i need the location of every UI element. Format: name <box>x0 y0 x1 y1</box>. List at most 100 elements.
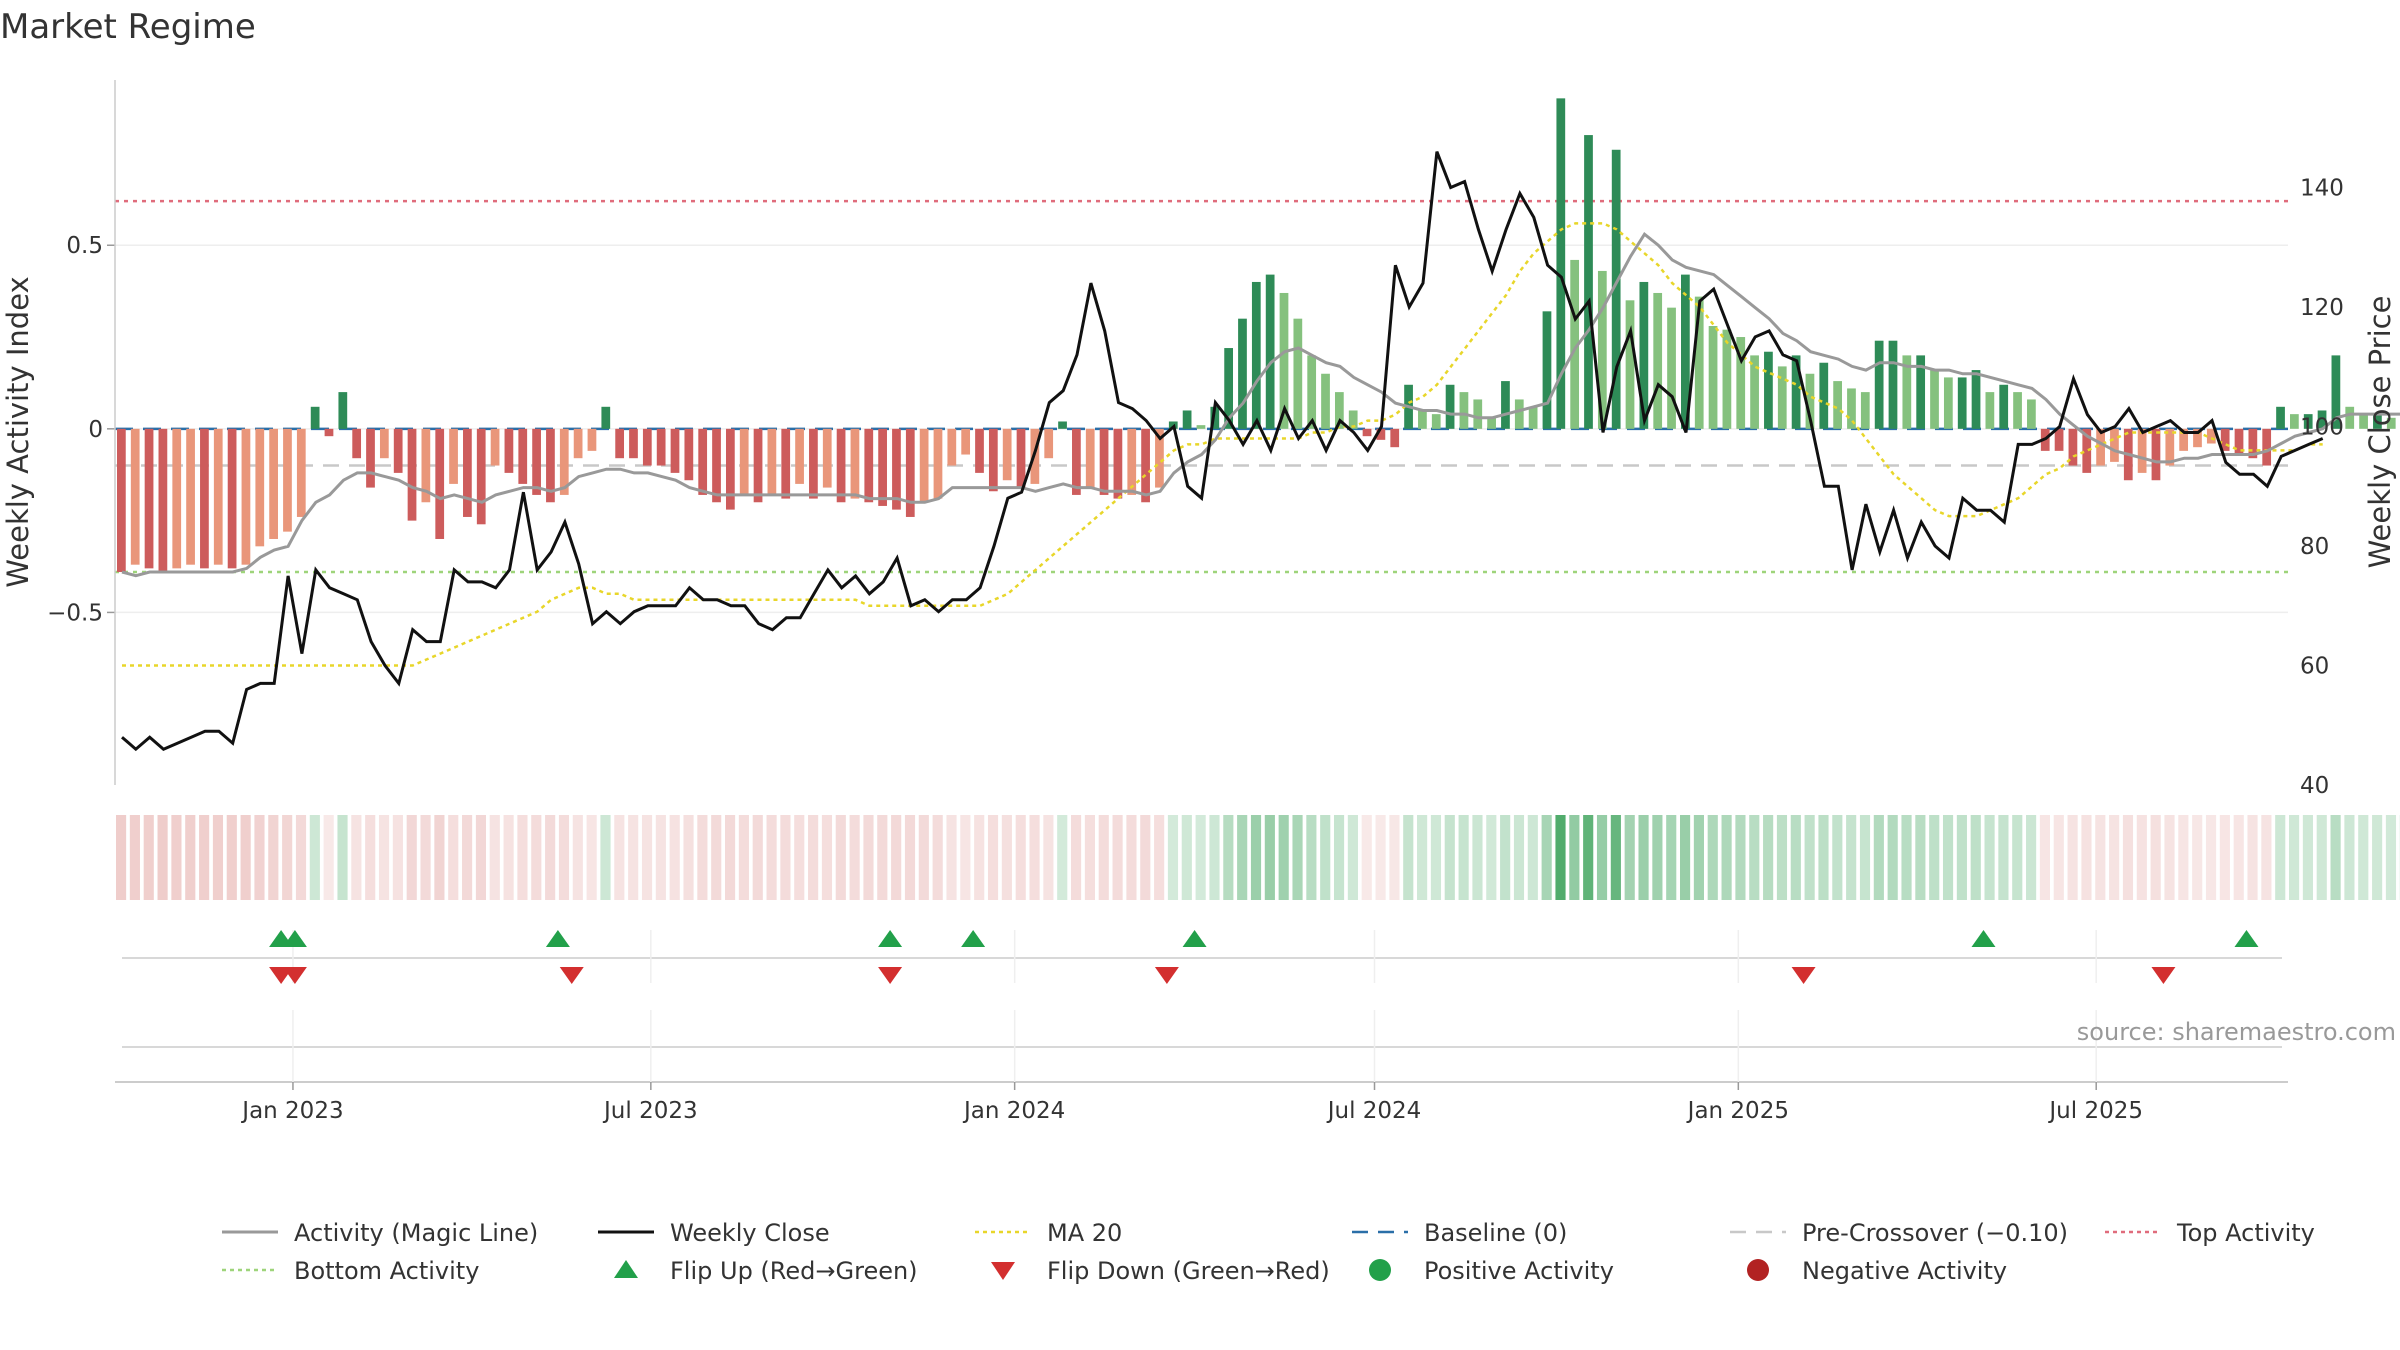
regime-cell-25 <box>462 815 473 900</box>
regime-cell-53 <box>849 815 860 900</box>
y-tick-label-right-4: 60 <box>2300 654 2329 680</box>
legend-item-7: Flip Up (Red→Green) <box>614 1257 918 1285</box>
activity-bar-10 <box>255 428 265 547</box>
activity-bar-24 <box>449 428 458 484</box>
activity-bar-38 <box>642 428 652 466</box>
regime-cell-109 <box>1624 815 1635 900</box>
regime-cell-140 <box>2053 815 2064 900</box>
chart-title: Market Regime <box>0 7 256 47</box>
activity-bar-148 <box>2165 428 2175 466</box>
regime-cell-129 <box>1901 815 1912 900</box>
regime-cell-11 <box>268 815 279 900</box>
activity-bar-55 <box>878 428 887 506</box>
activity-bar-154 <box>2248 428 2258 459</box>
activity-bar-88 <box>1334 392 1344 429</box>
activity-bar-42 <box>698 428 708 495</box>
activity-bar-114 <box>1694 296 1704 429</box>
regime-cell-100 <box>1500 815 1511 900</box>
legend-swatch-7 <box>614 1260 638 1278</box>
regime-cell-33 <box>572 815 583 900</box>
regime-cell-38 <box>641 815 653 900</box>
activity-bar-138 <box>2027 399 2036 429</box>
regime-cell-8 <box>226 815 237 900</box>
activity-bar-120 <box>1777 366 1787 429</box>
regime-cell-10 <box>254 815 265 900</box>
activity-bar-27 <box>490 428 500 466</box>
regime-cell-61 <box>960 815 971 900</box>
activity-bar-31 <box>546 428 555 503</box>
regime-cell-78 <box>1195 815 1206 900</box>
activity-bar-116 <box>1722 329 1732 429</box>
magic-line <box>121 231 2400 578</box>
regime-cell-48 <box>780 815 791 900</box>
regime-strip <box>116 815 2400 900</box>
y-tick-label-left-1: 0 <box>88 417 103 443</box>
activity-bar-96 <box>1445 384 1455 429</box>
legend-item-1: Weekly Close <box>598 1219 830 1247</box>
activity-bar-81 <box>1238 318 1247 429</box>
regime-cell-32 <box>558 815 570 900</box>
activity-bar-68 <box>1058 421 1067 429</box>
regime-cell-92 <box>1389 815 1400 900</box>
activity-bar-77 <box>1182 410 1192 429</box>
regime-cell-13 <box>295 815 307 900</box>
flip-up-marker-4 <box>961 930 986 947</box>
activity-bar-22 <box>421 428 431 503</box>
regime-cell-125 <box>1846 815 1857 900</box>
activity-bar-131 <box>1930 370 1939 429</box>
regime-cell-62 <box>974 815 985 900</box>
weekly-close-line <box>121 151 2324 752</box>
regime-cell-86 <box>1306 815 1317 900</box>
regime-cell-35 <box>600 815 611 900</box>
activity-bar-19 <box>379 428 389 459</box>
activity-bar-94 <box>1418 410 1427 429</box>
x-tick-label-3: Jul 2024 <box>1326 1098 1422 1124</box>
source-credit: source: sharemaestro.com <box>2077 1018 2396 1046</box>
activity-bars <box>117 98 2396 573</box>
regime-cell-18 <box>365 815 376 900</box>
regime-cell-135 <box>1984 815 1995 900</box>
regime-cell-72 <box>1112 815 1123 900</box>
regime-cell-105 <box>1569 815 1580 900</box>
regime-cell-51 <box>821 815 833 900</box>
regime-cell-161 <box>2344 815 2355 900</box>
regime-cell-31 <box>545 815 556 900</box>
activity-bar-147 <box>2151 428 2161 481</box>
activity-bar-128 <box>1888 340 1898 429</box>
regime-cell-3 <box>157 815 168 900</box>
activity-bar-17 <box>352 428 362 459</box>
regime-cell-156 <box>2275 815 2286 900</box>
flip-down-marker-5 <box>1791 967 1816 984</box>
activity-bar-156 <box>2276 406 2285 429</box>
legend-label-1: Weekly Close <box>670 1219 830 1247</box>
regime-cell-84 <box>1278 815 1289 900</box>
legend-item-6: Bottom Activity <box>222 1257 479 1285</box>
regime-cell-64 <box>1001 815 1012 900</box>
axes: 0.5 0 −0.5 140 120 100 80 60 40 <box>47 80 2344 799</box>
regime-cell-23 <box>434 815 445 900</box>
x-tick-label-2: Jan 2024 <box>962 1098 1065 1124</box>
regime-cell-120 <box>1776 815 1788 900</box>
activity-bar-72 <box>1113 428 1123 499</box>
regime-cell-22 <box>420 815 431 900</box>
regime-cell-118 <box>1749 815 1760 900</box>
regime-cell-147 <box>2150 815 2161 900</box>
activity-bar-102 <box>1528 406 1538 429</box>
activity-bar-43 <box>712 428 721 503</box>
activity-bar-95 <box>1431 414 1441 429</box>
regime-cell-27 <box>489 815 500 900</box>
regime-cell-81 <box>1237 815 1248 900</box>
activity-bar-46 <box>753 428 763 503</box>
regime-cell-143 <box>2095 815 2106 900</box>
regime-cell-139 <box>2039 815 2051 900</box>
regime-cell-159 <box>2316 815 2327 900</box>
regime-cell-132 <box>1942 815 1954 900</box>
reference-lines <box>115 199 2288 574</box>
activity-bar-39 <box>656 428 666 466</box>
activity-bar-108 <box>1611 149 1621 429</box>
regime-cell-90 <box>1361 815 1372 900</box>
flip-down-marker-4 <box>1154 967 1179 984</box>
activity-bar-61 <box>961 428 971 455</box>
flip-up-marker-7 <box>2234 930 2259 947</box>
regime-cell-91 <box>1375 815 1386 900</box>
